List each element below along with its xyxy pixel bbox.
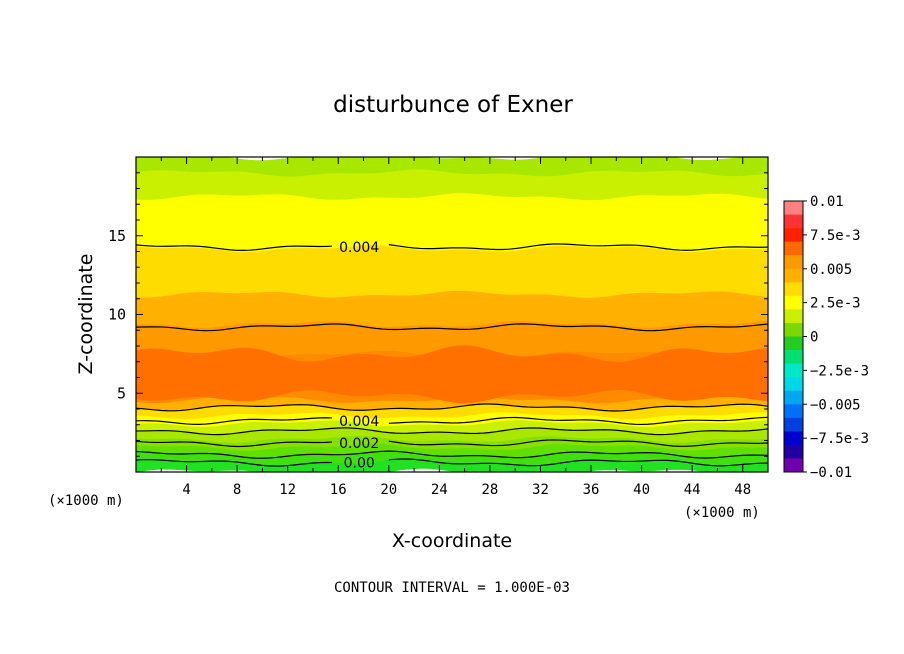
colorbar-label: 0.01 — [810, 194, 844, 210]
colorbar-swatch — [784, 295, 803, 310]
colorbar-swatch — [784, 363, 803, 378]
contour-band — [136, 290, 768, 328]
colorbar-swatch — [784, 377, 803, 391]
colorbar-label: −0.01 — [810, 465, 852, 481]
colorbar-swatch — [784, 458, 803, 473]
colorbar-swatch — [784, 228, 803, 242]
y-unit-label: (×1000 m) — [48, 493, 124, 509]
contour-line — [388, 243, 768, 251]
contour-line — [388, 416, 768, 426]
filled-contour-bands — [136, 157, 768, 472]
x-tick-label: 16 — [330, 482, 347, 498]
contour-band — [136, 157, 768, 177]
x-tick-label: 8 — [233, 482, 241, 498]
x-tick-label: 20 — [380, 482, 397, 498]
y-tick-label: 10 — [108, 306, 126, 324]
contour-line — [388, 458, 768, 467]
colorbar-label: 0.005 — [810, 262, 852, 278]
x-tick-label: 36 — [583, 482, 600, 498]
contour-band — [136, 192, 768, 253]
chart-title: disturbunce of Exner — [333, 92, 573, 118]
colorbar-label: 0 — [810, 330, 818, 346]
colorbar-swatch — [784, 390, 803, 405]
contour-line — [136, 427, 768, 436]
colorbar-swatch — [784, 322, 803, 337]
contour-line — [136, 458, 332, 467]
contour-line — [136, 450, 768, 459]
colorbar-swatch — [784, 444, 803, 459]
contour-label: 0.004 — [339, 414, 379, 430]
colorbar-label: −7.5e-3 — [810, 431, 869, 447]
colorbar-swatch — [784, 350, 803, 364]
x-tick-label: 44 — [684, 482, 701, 498]
x-tick-label: 12 — [279, 482, 296, 498]
contour-lines — [136, 243, 768, 467]
colorbar: 0.01 7.5e-3 0.005 2.5e-3 0 −2.5e-3 −0.005 −7.5e… — [783, 194, 869, 481]
colorbar-swatch — [784, 201, 803, 215]
colorbar-swatch — [784, 309, 803, 324]
contour-labels: 0.00 0.002 0.004 0.004 — [339, 240, 379, 472]
contour-line — [388, 439, 768, 447]
contour-label: 0.004 — [339, 240, 379, 256]
colorbar-swatch — [784, 214, 803, 229]
contour-band-core — [136, 345, 768, 404]
colorbar-swatch — [784, 255, 803, 270]
contour-interval-footer: CONTOUR INTERVAL = 1.000E-03 — [334, 580, 570, 596]
colorbar-label: 2.5e-3 — [810, 296, 861, 312]
x-tick-label: 40 — [633, 482, 650, 498]
colorbar-swatch — [784, 431, 803, 446]
colorbar-label: −0.005 — [810, 397, 861, 413]
colorbar-swatch — [784, 282, 803, 297]
contour-line — [136, 323, 768, 332]
y-tick-label: 5 — [117, 384, 126, 402]
contour-line — [136, 440, 332, 448]
contour-label: 0.002 — [339, 436, 379, 452]
x-unit-label: (×1000 m) — [684, 505, 760, 521]
colorbar-label: −2.5e-3 — [810, 363, 869, 379]
x-tick-label: 24 — [431, 482, 448, 498]
colorbar-swatch — [784, 241, 803, 256]
contour-label: 0.00 — [344, 456, 375, 472]
contour-band — [136, 244, 768, 298]
colorbar-swatch — [784, 336, 803, 351]
x-tick-label: 4 — [182, 482, 190, 498]
colorbar-swatch — [784, 417, 803, 432]
contour-line — [136, 417, 332, 425]
contour-line — [136, 244, 332, 251]
x-axis-label: X-coordinate — [392, 530, 512, 552]
x-tick-label: 48 — [734, 482, 751, 498]
y-tick-label: 15 — [108, 227, 126, 245]
contour-line — [136, 403, 768, 412]
colorbar-swatch — [784, 404, 803, 419]
y-axis-label: Z-coordinate — [75, 254, 97, 375]
x-tick-label: 28 — [481, 482, 498, 498]
x-tick-label: 32 — [532, 482, 549, 498]
colorbar-label: 7.5e-3 — [810, 228, 861, 244]
colorbar-swatch — [784, 268, 803, 283]
